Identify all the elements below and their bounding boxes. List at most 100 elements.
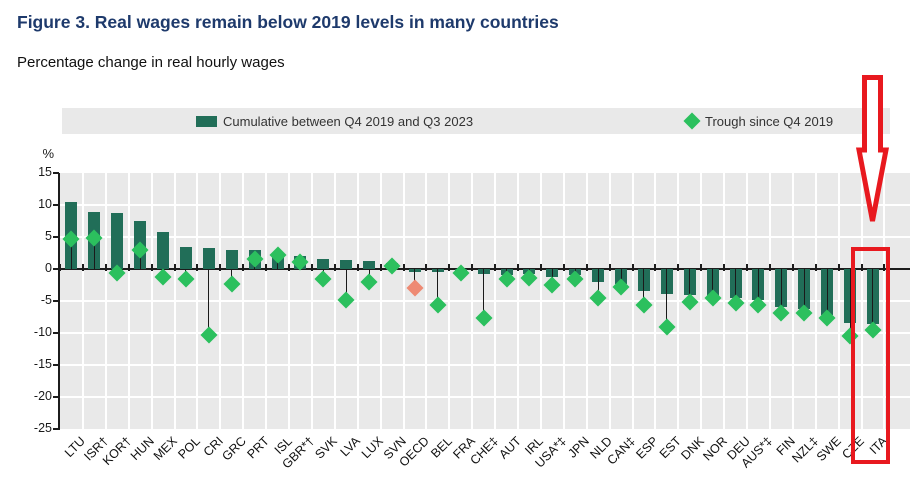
trough-whisker xyxy=(70,238,72,269)
axis-tick xyxy=(814,264,817,271)
trough-whisker xyxy=(780,269,782,313)
axis-tick xyxy=(59,264,61,271)
trough-marker-NLD xyxy=(589,289,607,307)
trough-marker-SVN xyxy=(383,257,401,275)
v-gridline xyxy=(471,173,474,429)
v-gridline xyxy=(81,173,84,429)
axis-tick xyxy=(654,264,657,271)
v-gridline xyxy=(104,173,107,429)
trough-marker-LVA xyxy=(337,291,355,309)
trough-marker-SVK xyxy=(314,270,332,288)
y-axis-label: -5 xyxy=(40,293,52,307)
y-axis-label: -25 xyxy=(33,421,52,435)
axis-tick xyxy=(219,264,222,271)
v-gridline xyxy=(310,173,313,429)
axis-tick xyxy=(883,264,886,271)
v-gridline xyxy=(585,173,588,429)
red-highlight-box xyxy=(851,247,890,464)
trough-marker-POL xyxy=(177,270,195,288)
y-axis-label: -10 xyxy=(33,325,52,339)
v-gridline xyxy=(494,173,497,429)
v-gridline xyxy=(242,173,245,429)
trough-whisker xyxy=(93,237,95,269)
axis-tick xyxy=(471,264,474,271)
legend-cumulative-label: Cumulative between Q4 2019 and Q3 2023 xyxy=(223,113,474,129)
v-gridline xyxy=(837,173,840,429)
axis-tick xyxy=(562,264,565,271)
trough-marker-FRA xyxy=(452,264,470,282)
axis-tick xyxy=(104,264,107,271)
bar-CRI xyxy=(202,247,215,269)
axis-tick xyxy=(379,264,382,271)
h-gridline xyxy=(60,364,910,366)
axis-tick xyxy=(837,264,840,271)
trough-whisker xyxy=(712,269,714,298)
axis-tick xyxy=(700,264,703,271)
v-gridline xyxy=(517,173,519,429)
y-axis-tick xyxy=(53,268,59,270)
v-gridline xyxy=(746,173,748,429)
y-axis-label: 5 xyxy=(45,229,52,243)
y-axis-tick xyxy=(53,332,59,334)
v-gridline xyxy=(723,173,726,429)
axis-tick xyxy=(310,264,313,271)
bar-LUX xyxy=(363,261,376,269)
figure-title: Figure 3. Real wages remain below 2019 l… xyxy=(17,12,559,32)
axis-tick xyxy=(81,264,84,271)
trough-whisker xyxy=(208,269,210,335)
bar-LVA xyxy=(340,260,353,269)
trough-whisker xyxy=(826,269,828,318)
axis-tick xyxy=(356,264,359,271)
axis-tick xyxy=(265,264,268,271)
axis-tick xyxy=(860,264,863,271)
v-gridline xyxy=(677,173,680,429)
y-axis-tick xyxy=(53,236,59,238)
axis-tick xyxy=(448,264,451,271)
y-axis-tick xyxy=(53,396,59,398)
trough-whisker xyxy=(803,269,805,313)
v-gridline xyxy=(173,173,176,429)
axis-tick xyxy=(517,264,519,271)
v-gridline xyxy=(379,173,382,429)
axis-tick xyxy=(677,264,680,271)
v-gridline xyxy=(402,173,405,429)
trough-whisker xyxy=(139,249,141,269)
legend-item-trough: Trough since Q4 2019 xyxy=(683,108,833,134)
v-gridline xyxy=(127,173,130,429)
bar-MEX xyxy=(157,231,170,269)
v-gridline xyxy=(333,173,336,429)
axis-tick xyxy=(173,264,176,271)
y-axis-tick xyxy=(53,364,59,366)
bar-SVK xyxy=(317,259,330,269)
trough-marker-MEX xyxy=(154,268,172,286)
axis-tick xyxy=(723,264,726,271)
axis-tick xyxy=(333,264,336,271)
v-gridline xyxy=(150,173,153,429)
axis-tick xyxy=(288,264,290,271)
y-axis-label: -15 xyxy=(33,357,52,371)
trough-whisker xyxy=(849,269,851,336)
axis-tick xyxy=(539,264,542,271)
y-axis-label: 10 xyxy=(38,197,52,211)
axis-tick xyxy=(746,264,748,271)
v-gridline xyxy=(883,173,886,429)
v-gridline xyxy=(791,173,794,429)
h-gridline xyxy=(60,204,910,206)
v-gridline xyxy=(219,173,222,429)
v-gridline xyxy=(448,173,451,429)
plot-area xyxy=(59,173,910,429)
v-gridline xyxy=(288,173,290,429)
trough-whisker xyxy=(689,269,691,303)
axis-tick xyxy=(242,264,245,271)
h-gridline xyxy=(60,332,910,334)
diamond-swatch-icon xyxy=(683,112,701,130)
y-axis-tick xyxy=(53,204,59,206)
red-arrow-annotation xyxy=(855,75,890,222)
v-gridline xyxy=(814,173,817,429)
v-gridline xyxy=(196,173,199,429)
bar-swatch-icon xyxy=(196,115,217,127)
h-gridline xyxy=(60,396,910,398)
v-gridline xyxy=(608,173,611,429)
y-axis-label: 0 xyxy=(45,261,52,275)
